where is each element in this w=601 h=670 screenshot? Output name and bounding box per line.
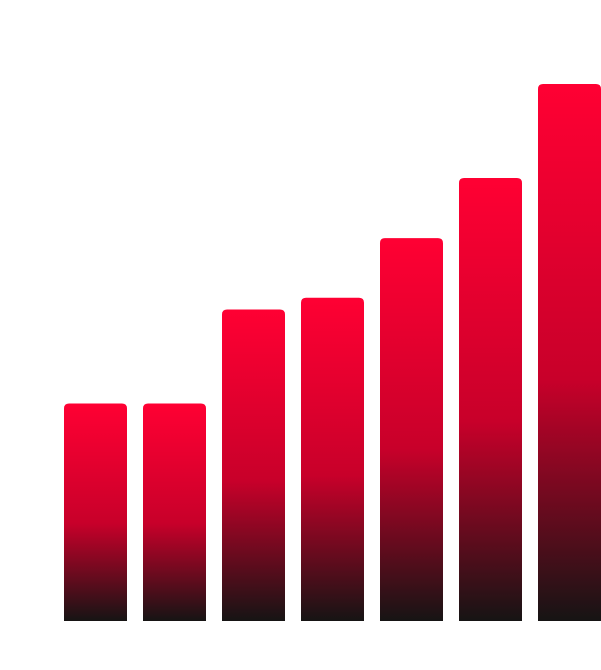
bar-6 — [459, 177, 522, 621]
bar-5 — [380, 238, 443, 621]
bar-3 — [222, 309, 285, 621]
bar-7 — [538, 84, 601, 621]
bar-2 — [143, 403, 206, 621]
bar-1 — [64, 403, 127, 621]
bars-group — [64, 84, 601, 621]
bar-4 — [301, 297, 364, 621]
